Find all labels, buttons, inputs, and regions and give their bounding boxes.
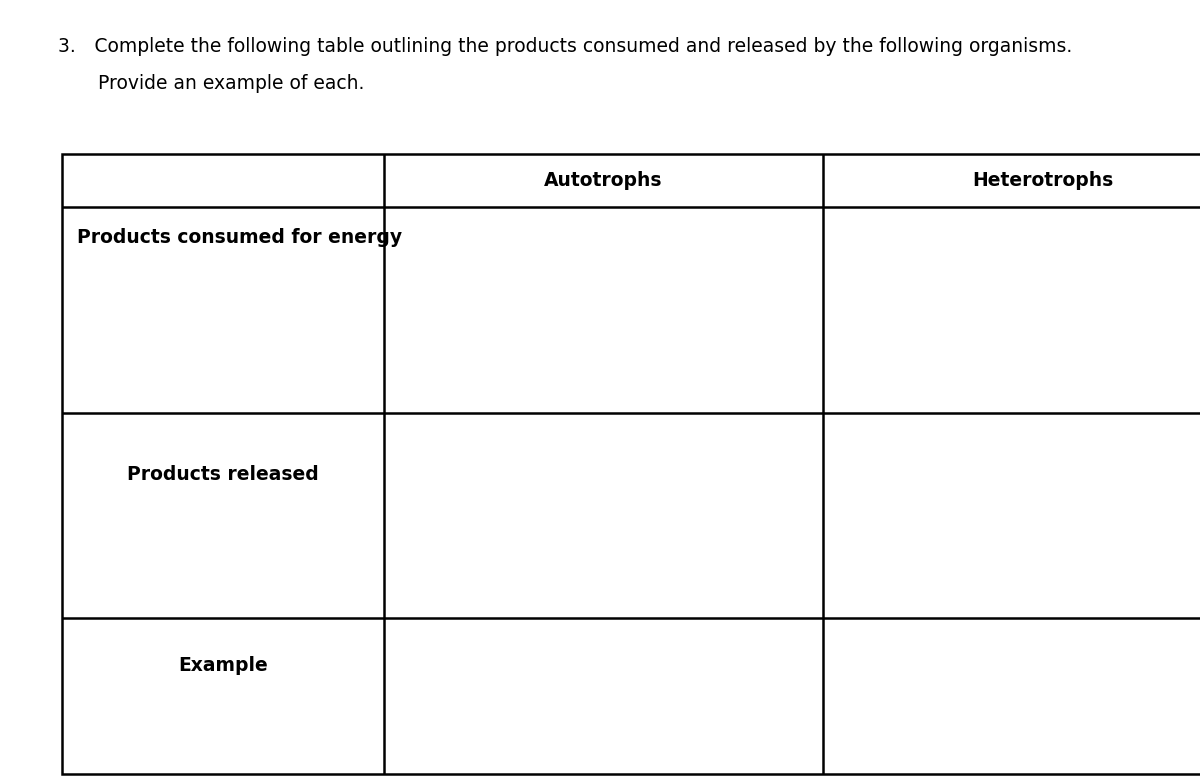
Text: Example: Example bbox=[179, 656, 268, 674]
Bar bbox=[62, 154, 1200, 774]
Text: Heterotrophs: Heterotrophs bbox=[972, 171, 1114, 190]
Text: Products released: Products released bbox=[127, 465, 319, 484]
Text: Products consumed for energy: Products consumed for energy bbox=[77, 228, 402, 247]
Text: Provide an example of each.: Provide an example of each. bbox=[98, 74, 365, 92]
Text: Autotrophs: Autotrophs bbox=[545, 171, 662, 190]
Text: 3. Complete the following table outlining the products consumed and released by : 3. Complete the following table outlinin… bbox=[58, 37, 1072, 55]
